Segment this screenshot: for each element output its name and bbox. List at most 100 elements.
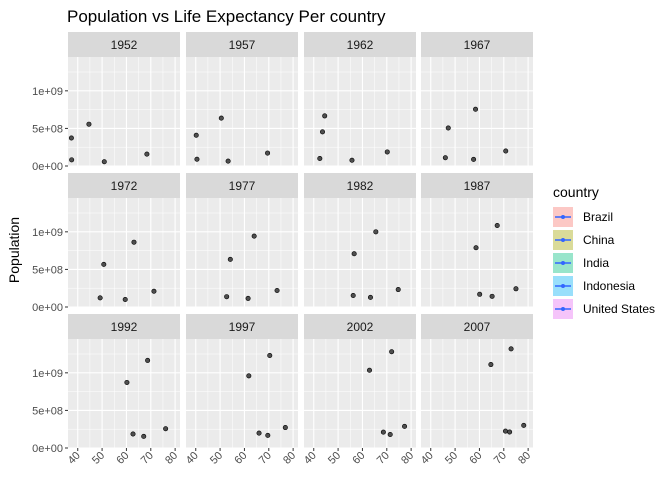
panel-background xyxy=(68,339,180,448)
facet-panel-1987: 1987 xyxy=(421,173,533,308)
facet-panel-1992: 1992 0e+00 5e+08 1e+09 40 50 60 70 80 xyxy=(32,314,180,467)
x-tick-label: 70 xyxy=(257,450,274,467)
facet-panel-1997: 1997 40 50 60 70 80 xyxy=(184,314,298,467)
facet-panel-1977: 1977 xyxy=(186,173,298,308)
data-point xyxy=(349,157,355,163)
data-point xyxy=(245,295,251,301)
x-tick-label: 40 xyxy=(184,450,201,467)
data-point xyxy=(502,428,508,434)
strip xyxy=(186,32,298,57)
data-point xyxy=(477,291,483,297)
x-tick-label: 50 xyxy=(326,450,343,467)
x-tick-label: 70 xyxy=(139,450,156,467)
strip xyxy=(186,173,298,198)
data-point xyxy=(473,106,479,112)
legend-key-point xyxy=(561,307,565,311)
data-point xyxy=(86,121,92,127)
legend-key-point xyxy=(561,215,565,219)
legend-entry: Brazil xyxy=(553,207,613,227)
data-point xyxy=(507,429,513,435)
data-point xyxy=(144,151,150,157)
data-point xyxy=(265,150,271,156)
x-tick-label: 50 xyxy=(90,450,107,467)
strip-label: 1992 xyxy=(111,320,138,334)
data-point xyxy=(384,149,390,155)
data-point xyxy=(194,156,200,162)
data-point xyxy=(395,287,401,293)
x-tick-label: 70 xyxy=(375,450,392,467)
legend-entry: China xyxy=(553,230,615,250)
x-tick-label: 50 xyxy=(443,450,460,467)
legend-key-point xyxy=(561,261,565,265)
strip xyxy=(421,314,533,339)
y-tick-label: 5e+08 xyxy=(32,264,63,276)
data-point xyxy=(445,125,451,131)
data-point xyxy=(322,113,328,119)
data-point xyxy=(151,288,157,294)
facet-panel-1982: 1982 xyxy=(304,173,416,308)
chart-title: Population vs Life Expectancy Per countr… xyxy=(67,7,386,26)
panel-background xyxy=(68,198,180,307)
data-point xyxy=(145,357,151,363)
x-tick-label: 50 xyxy=(208,450,225,467)
strip xyxy=(421,32,533,57)
strip-label: 1962 xyxy=(347,38,374,52)
data-point xyxy=(488,362,494,368)
data-point xyxy=(227,256,233,262)
facet-panel-1972: 1972 0e+00 5e+08 1e+09 xyxy=(32,173,180,314)
data-point xyxy=(380,429,386,435)
data-point xyxy=(508,346,514,352)
facet-panel-1952: 1952 0e+00 5e+08 1e+09 xyxy=(32,32,180,173)
y-tick-label: 0e+00 xyxy=(32,443,63,455)
strip-label: 1982 xyxy=(347,179,374,193)
legend-label: United States xyxy=(583,302,655,316)
facet-panel-2007: 2007 40 50 60 70 80 xyxy=(419,314,533,467)
data-point xyxy=(320,129,326,135)
legend-entry: India xyxy=(553,253,609,273)
panel-background xyxy=(68,57,180,166)
data-point xyxy=(503,148,509,154)
strip-label: 2002 xyxy=(347,320,374,334)
panel-background xyxy=(186,57,298,166)
legend-label: Indonesia xyxy=(583,279,635,293)
x-tick-label: 80 xyxy=(281,450,298,467)
data-point xyxy=(473,245,479,251)
data-point xyxy=(163,426,169,432)
data-point xyxy=(193,132,199,138)
legend: country Brazil China India Indonesia United … xyxy=(553,184,655,319)
data-point xyxy=(122,296,128,302)
data-point xyxy=(317,155,323,161)
y-tick-label: 5e+08 xyxy=(32,405,63,417)
x-tick-label: 80 xyxy=(399,450,416,467)
strip xyxy=(304,314,416,339)
strip-label: 1952 xyxy=(111,38,138,52)
x-tick-label: 40 xyxy=(66,450,83,467)
panel-background xyxy=(304,339,416,448)
x-tick-label: 60 xyxy=(114,450,131,467)
data-point xyxy=(256,430,262,436)
facet-panels: 1952 0e+00 5e+08 1e+09 1957 1962 1967 1972 0e+00… xyxy=(32,32,533,467)
legend-entry: Indonesia xyxy=(553,276,635,296)
data-point xyxy=(218,115,224,121)
x-tick-label: 70 xyxy=(492,450,509,467)
panel-background xyxy=(421,57,533,166)
facet-panel-2002: 2002 40 50 60 70 80 xyxy=(302,314,416,467)
data-point xyxy=(373,229,379,235)
data-point xyxy=(521,422,527,428)
facet-panel-1967: 1967 xyxy=(421,32,533,167)
panel-background xyxy=(421,339,533,448)
data-point xyxy=(225,158,231,164)
data-point xyxy=(471,156,477,162)
strip xyxy=(421,173,533,198)
data-point xyxy=(246,373,252,379)
panel-background xyxy=(304,57,416,166)
data-point xyxy=(251,233,257,239)
strip xyxy=(68,173,180,198)
data-point xyxy=(489,293,495,299)
x-tick-label: 60 xyxy=(232,450,249,467)
data-point xyxy=(130,431,136,437)
x-tick-label: 60 xyxy=(350,450,367,467)
data-point xyxy=(265,432,271,438)
data-point xyxy=(267,353,273,359)
